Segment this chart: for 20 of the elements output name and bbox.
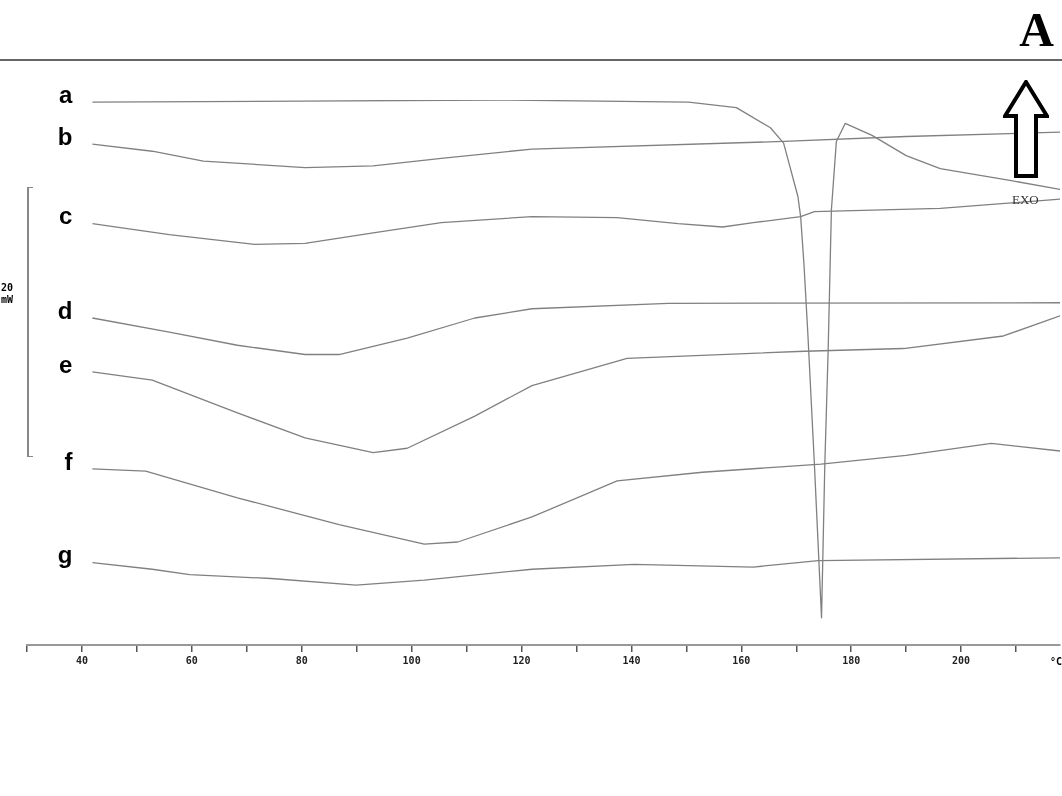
x-tick-label: 60: [185, 654, 198, 666]
chart-title: A: [1019, 3, 1054, 56]
series-label: g: [57, 541, 73, 569]
x-tick-label: 160: [732, 654, 751, 666]
x-axis-title: °C: [1049, 655, 1062, 667]
annotation: EXO: [1012, 192, 1039, 208]
x-tick-label: 140: [622, 654, 641, 666]
series-label: a: [59, 80, 74, 108]
x-tick-label: 120: [512, 654, 531, 666]
series-label: b: [57, 122, 73, 150]
x-tick-label: 200: [952, 654, 971, 666]
text: 20 mW: [1, 282, 15, 306]
series-label: c: [59, 202, 73, 230]
x-tick-label: 100: [402, 654, 421, 666]
series-label: d: [57, 296, 73, 324]
series-label: e: [59, 350, 73, 378]
x-tick-label: 80: [295, 654, 308, 666]
x-tick-label: 40: [75, 654, 88, 666]
x-tick-label: 180: [842, 654, 861, 666]
legend-label: f: [64, 447, 74, 475]
